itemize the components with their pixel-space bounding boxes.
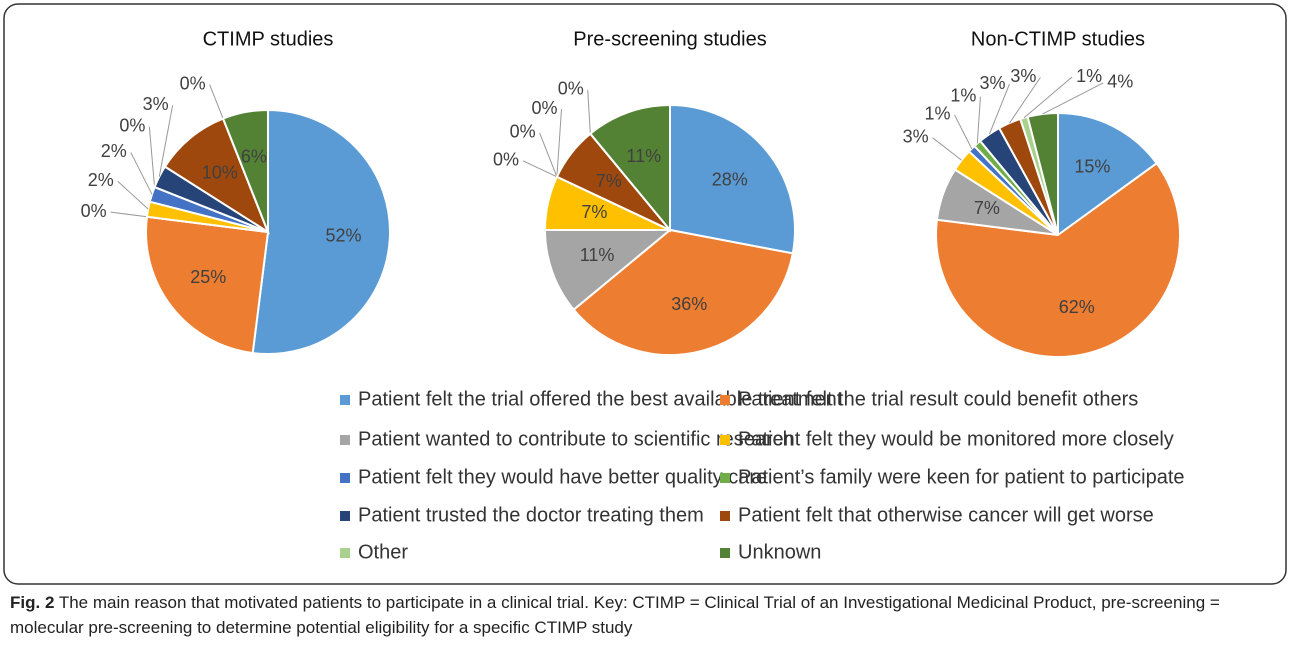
value-label: 28% [712, 169, 748, 189]
leader-line [976, 96, 981, 144]
value-label: 11% [626, 146, 661, 166]
pie-slice [935, 161, 1181, 358]
legend-swatch [340, 511, 350, 521]
pie-slice [572, 228, 794, 356]
chart: CTIMP studies52%25%0%2%2%0%3%10%0%6%Pre-… [3, 3, 1287, 585]
value-label: 1% [1076, 66, 1102, 86]
value-label: 3% [903, 127, 929, 147]
pie-slice [543, 229, 673, 312]
frame [3, 3, 1287, 585]
value-label: 2% [88, 170, 114, 190]
pie-slice [221, 108, 269, 233]
value-label: 0% [510, 122, 536, 142]
pie-slice [1057, 111, 1159, 237]
leader-line [522, 160, 558, 178]
value-label: 36% [671, 294, 707, 314]
value-label: 10% [202, 162, 238, 182]
value-label: 3% [143, 94, 169, 114]
value-label: 3% [979, 73, 1005, 93]
leader-line [556, 108, 563, 177]
value-label: 0% [493, 150, 519, 170]
leader-line [1023, 76, 1073, 119]
value-label: 1% [924, 104, 950, 124]
leader-line [1042, 82, 1104, 115]
legend-swatch [720, 473, 730, 483]
legend-swatch [340, 435, 350, 445]
caption-label: Fig. 2 [10, 593, 55, 612]
leader-line [117, 180, 149, 210]
value-label: 11% [580, 245, 615, 265]
pie-title: Non-CTIMP studies [971, 28, 1145, 50]
value-label: 0% [558, 79, 584, 99]
pie-slice [588, 103, 671, 233]
legend-label: Patient felt they would have better qual… [358, 466, 767, 488]
legend-swatch [720, 548, 730, 558]
leader-line [1009, 77, 1041, 124]
pie-slice [669, 103, 796, 255]
caption-text: The main reason that motivated patients … [10, 593, 1220, 637]
legend-swatch [340, 548, 350, 558]
legend-label: Patient wanted to contribute to scientif… [358, 428, 794, 450]
legend-label: Patient trusted the doctor treating them [358, 504, 704, 526]
leader-line [209, 84, 224, 119]
value-label: 0% [180, 73, 206, 93]
value-label: 7% [596, 171, 622, 191]
leader-line [539, 132, 558, 177]
legend-label: Patient felt the trial result could bene… [738, 388, 1138, 410]
value-label: 7% [974, 198, 1000, 218]
legend-swatch [340, 473, 350, 483]
legend-label: Patient felt they would be monitored mor… [738, 428, 1174, 450]
legend-swatch [720, 395, 730, 405]
leader-line [954, 114, 973, 149]
pie-slice [163, 117, 271, 235]
value-label: 4% [1107, 72, 1133, 92]
legend-swatch [720, 435, 730, 445]
legend-swatch [720, 511, 730, 521]
value-label: 15% [1074, 156, 1110, 176]
leader-line [932, 137, 962, 161]
legend-label: Other [358, 541, 408, 563]
leader-line [988, 83, 1010, 135]
value-label: 0% [119, 115, 145, 135]
leader-line [110, 211, 148, 218]
legend-label: Patient felt that otherwise cancer will … [738, 504, 1154, 526]
value-label: 2% [101, 141, 127, 161]
pie-slice [251, 108, 391, 355]
leader-line [148, 126, 156, 188]
leader-line [587, 89, 591, 134]
value-label: 1% [950, 85, 976, 105]
value-label: 62% [1059, 297, 1095, 317]
value-label: 0% [81, 201, 107, 221]
pie-title: Pre-screening studies [573, 28, 766, 50]
leader-line [130, 152, 153, 195]
value-label: 6% [241, 146, 267, 166]
value-label: 3% [1010, 66, 1036, 86]
legend-swatch [340, 395, 350, 405]
value-label: 25% [190, 267, 226, 287]
leader-line [158, 105, 174, 177]
pie-title: CTIMP studies [203, 28, 334, 50]
value-label: 7% [581, 202, 607, 222]
caption: Fig. 2 The main reason that motivated pa… [10, 590, 1280, 640]
pie-slice [145, 215, 270, 355]
legend-label: Patient’s family were keen for patient t… [738, 466, 1185, 488]
legend-label: Unknown [738, 541, 821, 563]
value-label: 52% [325, 225, 361, 245]
value-label: 0% [532, 98, 558, 118]
